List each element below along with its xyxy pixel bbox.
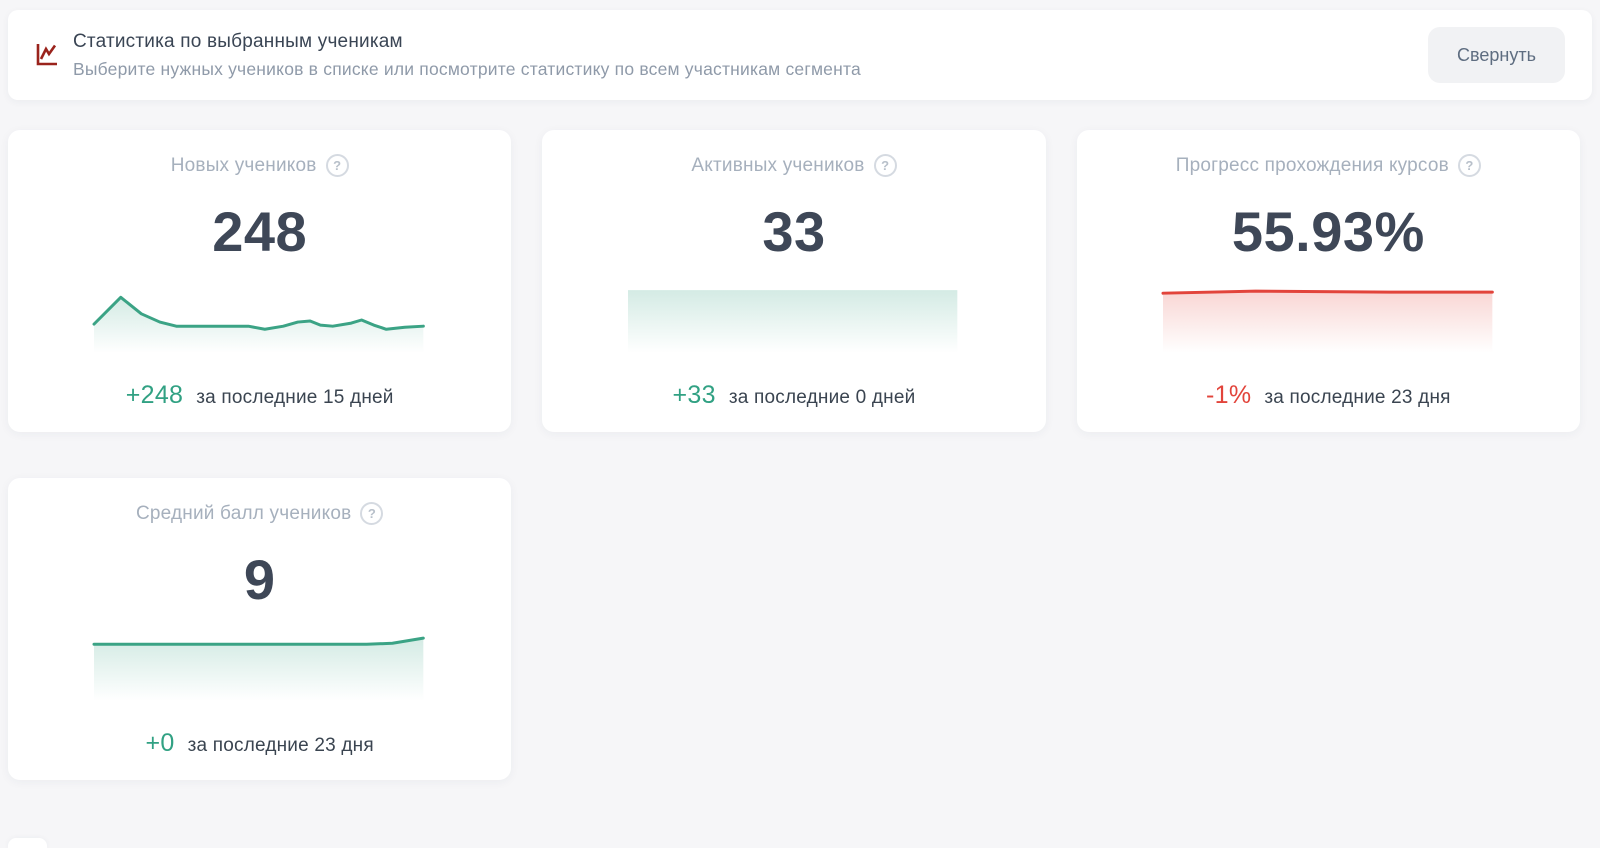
sparkline-chart (1163, 287, 1492, 353)
stat-delta: -1% (1206, 381, 1252, 409)
page-subtitle: Выберите нужных учеников в списке или по… (73, 58, 861, 79)
line-chart-icon (33, 41, 61, 69)
stat-delta: +0 (145, 729, 175, 757)
stat-period: за последние 23 дня (187, 735, 374, 756)
stat-card-active-students: Активных учеников ? 33 +33 (542, 130, 1046, 432)
stat-value: 9 (243, 548, 276, 611)
stat-value: 55.93% (1231, 200, 1425, 263)
stat-card-course-progress: Прогресс прохождения курсов ? 55.93% (1076, 130, 1580, 432)
stat-value: 248 (212, 200, 308, 263)
stats-cards-row-2: Средний балл учеников ? 9 +0 (8, 478, 1580, 780)
stat-card-average-score: Средний балл учеников ? 9 +0 (8, 478, 512, 780)
stat-card-new-students: Новых учеников ? 248 +248 (8, 130, 512, 432)
stat-delta: +33 (672, 381, 716, 409)
collapse-button[interactable]: Свернуть (1428, 27, 1565, 83)
stat-delta: +248 (125, 381, 184, 409)
header-text-block: Статистика по выбранным ученикам Выберит… (73, 31, 861, 80)
stat-card-title: Активных учеников (691, 154, 865, 176)
help-icon[interactable]: ? (1457, 154, 1481, 177)
page-title: Статистика по выбранным ученикам (73, 30, 403, 52)
stat-card-title: Новых учеников (170, 154, 317, 176)
stat-period: за последние 23 дня (1264, 387, 1451, 408)
help-icon[interactable]: ? (873, 154, 897, 177)
help-icon[interactable]: ? (360, 502, 384, 525)
stats-cards-row-1: Новых учеников ? 248 +248 (8, 130, 1580, 432)
stat-card-title: Средний балл учеников (135, 502, 352, 524)
stat-period: за последние 15 дней (196, 387, 394, 408)
stat-value: 33 (762, 200, 826, 263)
sparkline-chart (628, 287, 958, 353)
sparkline-chart (94, 287, 423, 353)
stat-period: за последние 0 дней (728, 387, 916, 408)
statistics-header-panel: Статистика по выбранным ученикам Выберит… (8, 10, 1592, 100)
stats-cards-area: Новых учеников ? 248 +248 (8, 130, 1580, 780)
next-panel-corner (8, 838, 47, 848)
help-icon[interactable]: ? (325, 154, 349, 177)
stat-card-title: Прогресс прохождения курсов (1175, 154, 1449, 176)
sparkline-chart (94, 635, 423, 701)
